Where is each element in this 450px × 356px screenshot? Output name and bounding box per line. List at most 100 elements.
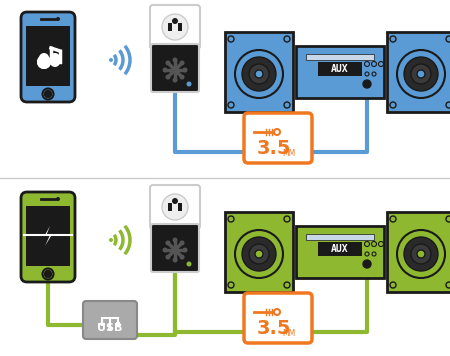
Circle shape: [372, 241, 377, 246]
FancyBboxPatch shape: [244, 113, 312, 163]
Circle shape: [228, 216, 234, 222]
Bar: [318, 62, 362, 76]
Wedge shape: [37, 55, 51, 69]
Circle shape: [180, 74, 184, 80]
Circle shape: [50, 57, 60, 67]
Circle shape: [100, 322, 104, 326]
Circle shape: [183, 247, 188, 252]
Circle shape: [404, 57, 438, 91]
Circle shape: [363, 80, 371, 88]
Text: 3.5: 3.5: [257, 138, 291, 157]
Circle shape: [390, 216, 396, 222]
Text: AUX: AUX: [331, 244, 349, 254]
Circle shape: [109, 238, 113, 242]
Circle shape: [372, 252, 376, 256]
Circle shape: [172, 198, 178, 204]
Circle shape: [372, 72, 376, 76]
Bar: [296, 226, 384, 278]
Circle shape: [274, 129, 280, 135]
Circle shape: [172, 257, 177, 262]
Circle shape: [242, 57, 276, 91]
Circle shape: [397, 50, 445, 98]
Circle shape: [235, 230, 283, 278]
Circle shape: [365, 72, 369, 76]
Bar: [225, 212, 293, 292]
FancyBboxPatch shape: [151, 224, 199, 272]
Circle shape: [166, 74, 171, 80]
Circle shape: [255, 70, 263, 78]
Circle shape: [284, 102, 290, 108]
Circle shape: [228, 36, 234, 42]
Bar: [178, 23, 182, 31]
Circle shape: [446, 282, 450, 288]
Circle shape: [42, 89, 54, 99]
Text: MM: MM: [283, 148, 296, 157]
Bar: [168, 23, 172, 31]
Circle shape: [390, 36, 396, 42]
Circle shape: [284, 36, 290, 42]
Circle shape: [172, 78, 177, 83]
Circle shape: [446, 102, 450, 108]
Circle shape: [242, 237, 276, 271]
Circle shape: [50, 53, 60, 63]
Circle shape: [249, 64, 269, 84]
Text: AUX: AUX: [331, 64, 349, 74]
Circle shape: [397, 230, 445, 278]
Circle shape: [390, 102, 396, 108]
Bar: [306, 234, 374, 240]
Bar: [26, 206, 70, 266]
Circle shape: [56, 197, 60, 201]
Bar: [296, 46, 384, 98]
Circle shape: [172, 58, 177, 63]
FancyBboxPatch shape: [151, 44, 199, 92]
Circle shape: [411, 244, 431, 264]
Circle shape: [372, 62, 377, 67]
Polygon shape: [45, 226, 51, 246]
Circle shape: [166, 255, 171, 260]
Circle shape: [186, 82, 192, 87]
Circle shape: [108, 327, 112, 331]
Circle shape: [186, 262, 192, 267]
Circle shape: [364, 241, 369, 246]
Text: USB: USB: [97, 323, 123, 333]
Circle shape: [172, 18, 178, 24]
Circle shape: [235, 50, 283, 98]
Circle shape: [166, 61, 171, 66]
Circle shape: [180, 255, 184, 260]
Circle shape: [56, 17, 60, 21]
Circle shape: [446, 36, 450, 42]
FancyBboxPatch shape: [83, 301, 137, 339]
Circle shape: [172, 237, 177, 242]
Bar: [318, 242, 362, 256]
FancyBboxPatch shape: [21, 192, 75, 282]
Bar: [168, 203, 172, 211]
Circle shape: [284, 216, 290, 222]
Circle shape: [180, 61, 184, 66]
Circle shape: [364, 62, 369, 67]
Circle shape: [378, 241, 383, 246]
Bar: [178, 203, 182, 211]
Circle shape: [365, 252, 369, 256]
Bar: [387, 32, 450, 112]
Circle shape: [166, 240, 171, 245]
Circle shape: [378, 62, 383, 67]
Circle shape: [363, 260, 371, 268]
Circle shape: [417, 250, 425, 258]
Circle shape: [45, 90, 51, 98]
Circle shape: [183, 68, 188, 73]
Circle shape: [42, 268, 54, 279]
Bar: [26, 26, 70, 86]
Text: 3.5: 3.5: [257, 319, 291, 337]
Circle shape: [45, 271, 51, 277]
Circle shape: [109, 58, 113, 62]
Circle shape: [39, 53, 49, 63]
Circle shape: [162, 247, 167, 252]
FancyBboxPatch shape: [21, 12, 75, 102]
Circle shape: [228, 102, 234, 108]
Circle shape: [284, 282, 290, 288]
Circle shape: [162, 194, 188, 220]
FancyBboxPatch shape: [150, 5, 200, 49]
Circle shape: [249, 244, 269, 264]
Circle shape: [162, 68, 167, 73]
Circle shape: [228, 282, 234, 288]
